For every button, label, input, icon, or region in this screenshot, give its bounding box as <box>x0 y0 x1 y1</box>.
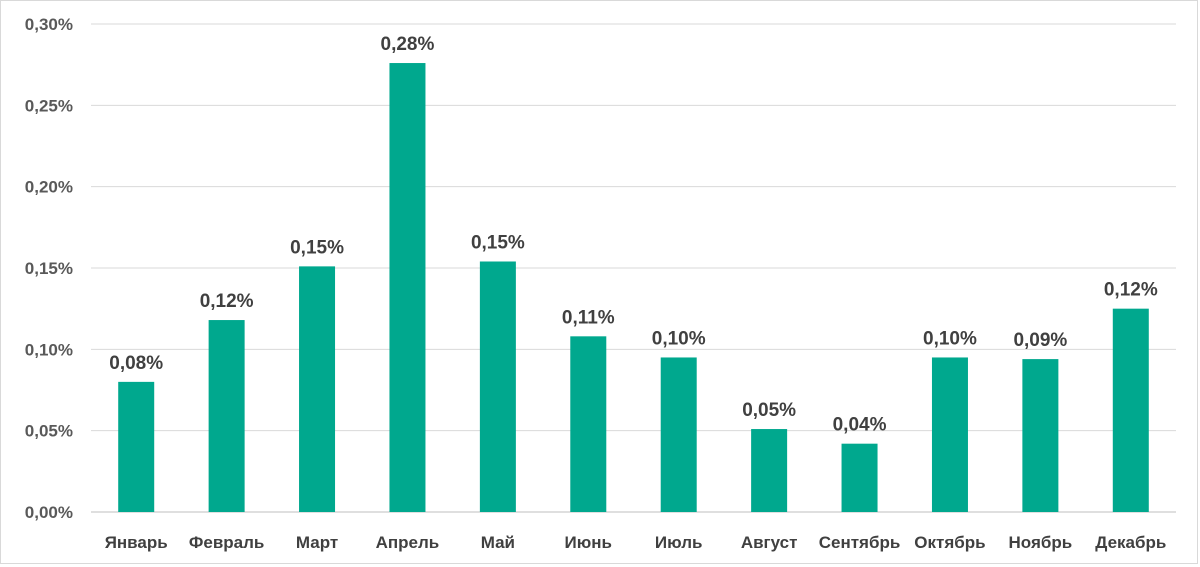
data-label: 0,11% <box>562 307 615 328</box>
data-label: 0,10% <box>652 328 706 349</box>
data-label: 0,08% <box>109 353 163 374</box>
x-tick-label: Апрель <box>376 533 440 552</box>
y-tick-label: 0,25% <box>25 96 73 115</box>
x-tick-label: Июнь <box>565 533 612 552</box>
data-label: 0,15% <box>471 232 525 253</box>
data-label: 0,04% <box>833 415 887 436</box>
data-label: 0,15% <box>290 237 344 258</box>
bar-5 <box>479 261 516 512</box>
bar-1 <box>118 381 155 512</box>
x-tick-label: Март <box>296 533 338 552</box>
bar-6 <box>570 336 607 512</box>
y-tick-label: 0,00% <box>25 503 73 522</box>
data-label: 0,28% <box>381 34 435 55</box>
bar-4 <box>389 63 426 512</box>
y-tick-label: 0,05% <box>25 422 73 441</box>
bar-3 <box>299 266 336 512</box>
x-tick-label: Октябрь <box>914 533 985 552</box>
y-tick-label: 0,15% <box>25 259 73 278</box>
y-tick-label: 0,20% <box>25 178 73 197</box>
bar-2 <box>208 320 245 512</box>
y-tick-label: 0,30% <box>25 15 73 34</box>
x-tick-label: Май <box>481 533 515 552</box>
x-tick-label: Февраль <box>189 533 265 552</box>
bar-10 <box>931 357 968 512</box>
data-label: 0,10% <box>923 328 977 349</box>
y-tick-label: 0,10% <box>25 340 73 359</box>
bar-7 <box>660 357 697 512</box>
data-label: 0,05% <box>742 400 796 421</box>
x-tick-label: Январь <box>105 533 168 552</box>
x-tick-label: Июль <box>655 533 703 552</box>
bar-11 <box>1022 359 1059 512</box>
x-tick-label: Ноябрь <box>1009 533 1073 552</box>
data-label: 0,12% <box>200 291 254 312</box>
x-tick-label: Август <box>741 533 798 552</box>
bar-9 <box>841 443 878 512</box>
bar-12 <box>1112 308 1149 512</box>
x-tick-label: Сентябрь <box>819 533 901 552</box>
data-label: 0,12% <box>1104 280 1158 301</box>
data-label: 0,09% <box>1013 330 1067 351</box>
x-tick-label: Декабрь <box>1095 533 1166 552</box>
bar-8 <box>751 429 788 512</box>
